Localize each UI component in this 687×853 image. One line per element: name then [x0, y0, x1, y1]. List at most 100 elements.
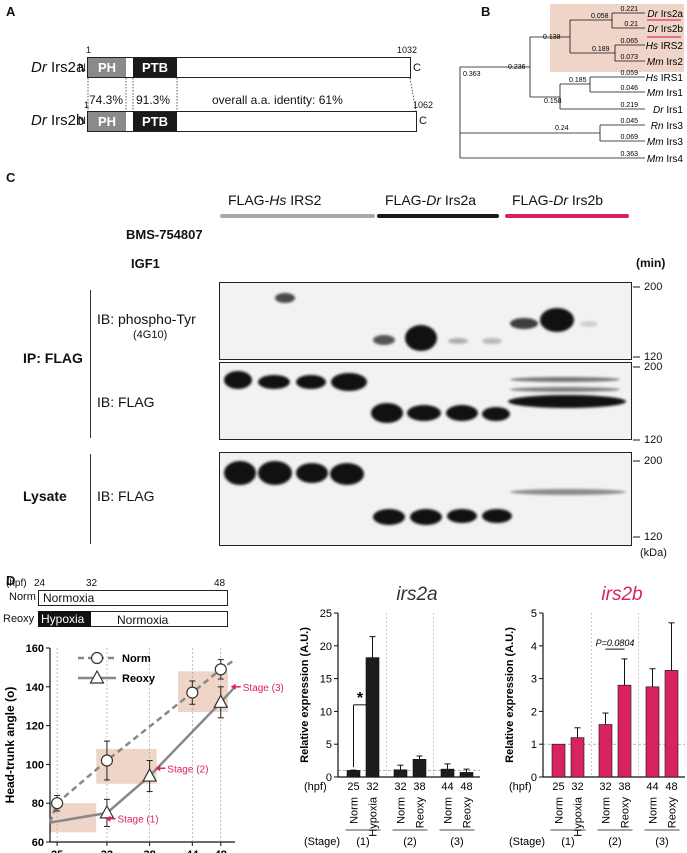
band — [510, 377, 620, 382]
stage-label: Stage (2) — [167, 764, 208, 775]
timeline-tick-24: 24 — [34, 578, 46, 589]
timeline-tick-32: 32 — [86, 578, 98, 589]
lysate-label: Lysate — [23, 488, 67, 504]
irs2b-c-term: C — [419, 115, 427, 127]
y-tick-label: 120 — [26, 721, 44, 733]
stage-label: (3) — [655, 836, 668, 848]
hpf-label: 25 — [552, 781, 564, 793]
tree-leaf-label: Hs IRS1 — [646, 73, 684, 84]
tree-internal-length: 0.138 — [543, 34, 561, 41]
irs2b-ph-domain: PH — [88, 112, 126, 131]
ip-bracket — [90, 290, 91, 438]
blot-lysate-flag — [219, 452, 632, 546]
irs2b-n-term: N — [78, 115, 86, 127]
y-tick-label: 60 — [32, 837, 44, 849]
timeline-norm-bar: Normoxia — [38, 590, 228, 606]
stage-label: Stage (1) — [118, 815, 159, 826]
y-axis-title: Relative expression (A.U.) — [299, 627, 311, 763]
irs2a-c-term: C — [413, 62, 421, 74]
y-tick-label: 1 — [531, 739, 537, 751]
group-header-hs-irs2: FLAG-Hs IRS2 — [228, 192, 322, 208]
panel-a-domain-diagram: Dr Irs2a 1 1032 N C PH PTB 74.3% 91.3% o… — [0, 0, 470, 140]
x-tick-label: 25 — [51, 849, 63, 853]
condition-label: Reoxy — [462, 797, 474, 829]
y-tick-label: 20 — [320, 641, 332, 653]
bar — [617, 684, 632, 778]
band — [373, 335, 395, 345]
igf-label: IGF1 — [131, 256, 160, 271]
stage-arrowhead — [105, 815, 111, 822]
tree-internal-length: 0.185 — [569, 77, 587, 84]
band — [447, 509, 477, 523]
x-tick-label: 38 — [143, 849, 155, 853]
tree-leaf-label: Mm Irs3 — [647, 137, 684, 148]
y-tick-label: 3 — [531, 674, 537, 686]
significance-star: * — [357, 690, 364, 707]
chart-title: irs2b — [601, 584, 642, 605]
band — [296, 463, 328, 483]
tree-leaf-label: Mm Irs1 — [647, 88, 684, 99]
timeline-norm-label: Norm — [9, 591, 36, 603]
band — [448, 338, 468, 344]
condition-label: Reoxy — [667, 797, 679, 829]
band — [482, 407, 510, 421]
tree-internal-length: 0.158 — [544, 98, 562, 105]
y-tick-label: 4 — [531, 641, 537, 653]
hpf-label: 48 — [665, 781, 677, 793]
p-value: P=0.0804 — [596, 638, 635, 648]
group-bar-hs-irs2 — [220, 214, 375, 218]
bar — [393, 769, 408, 778]
kda-label: (kDa) — [640, 547, 667, 559]
y-tick-label: 5 — [531, 608, 537, 620]
tree-leaf-label: Dr Irs2b — [647, 24, 683, 35]
ptb-identity: 91.3% — [136, 93, 171, 107]
tree-branch-length: 0.073 — [620, 54, 638, 61]
tree-leaf-label: Mm Irs2 — [647, 57, 684, 68]
panel-label-b: B — [481, 4, 491, 19]
irs2a-name: Dr Irs2a — [31, 59, 85, 76]
band — [510, 387, 620, 392]
mw-120-c: 120 — [644, 531, 663, 543]
timeline-reoxy-label: Reoxy — [3, 613, 35, 625]
irs2b-start: 1 — [84, 100, 90, 110]
bar — [459, 772, 474, 778]
bar — [664, 670, 679, 778]
band — [407, 405, 441, 421]
tree-internal-length: 0.236 — [508, 64, 526, 71]
y-axis-title: Head-trunk angle (o) — [3, 687, 17, 804]
tree-branch-length: 0.363 — [620, 151, 638, 158]
band — [510, 489, 626, 495]
stage-label: (2) — [608, 836, 621, 848]
reoxy-point — [213, 694, 229, 708]
hpf-label: 44 — [441, 781, 453, 793]
overall-identity: overall a.a. identity: 61% — [212, 93, 343, 107]
timeline-hpf-label: (hpf) — [6, 578, 27, 589]
group-header-dr-irs2a: FLAG-Dr Irs2a — [385, 192, 477, 208]
band — [371, 403, 403, 423]
y-tick-label: 80 — [32, 798, 44, 810]
ib-flag-label: IB: FLAG — [97, 394, 155, 410]
tree-branch-length: 0.219 — [620, 102, 638, 109]
band — [275, 293, 295, 303]
tree-internal-length: 0.363 — [463, 71, 481, 78]
timeline-hypoxia-segment: Hypoxia — [38, 611, 91, 627]
irs2a-bar-chart: irs2a 0 5 10 15 20 25 Relative expression (A.U.… — [299, 584, 480, 848]
timeline-normoxia-segment: Normoxia — [117, 613, 169, 627]
bar — [598, 724, 613, 778]
y-tick-label: 5 — [326, 739, 332, 751]
mw-120-b: 120 — [644, 434, 663, 446]
bar — [365, 657, 380, 778]
y-axis-title: Relative expression (A.U.) — [504, 627, 516, 763]
irs2b-name: Dr Irs2b — [31, 112, 85, 129]
tree-leaf-label: Hs IRS2 — [646, 41, 684, 52]
band — [580, 321, 598, 327]
legend-reoxy-marker — [89, 669, 105, 684]
bar — [570, 737, 585, 778]
tree-leaf-label: Dr Irs1 — [653, 105, 683, 116]
legend-norm-marker — [90, 651, 104, 665]
x-tick-label: 32 — [101, 849, 113, 853]
band — [482, 509, 512, 523]
tree-internal-length: 0.189 — [592, 46, 610, 53]
ip-flag-label: IP: FLAG — [23, 350, 83, 366]
norm-point — [214, 663, 227, 676]
